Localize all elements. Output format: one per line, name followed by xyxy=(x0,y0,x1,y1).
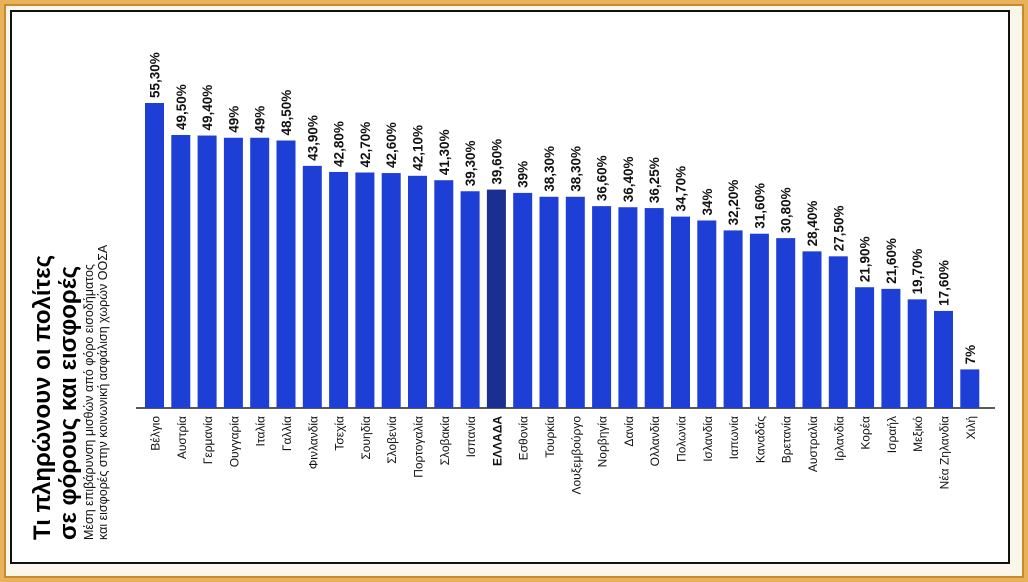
bar-25 xyxy=(802,251,822,408)
bar-19 xyxy=(644,208,664,408)
category-label-18: Δανία xyxy=(622,416,636,447)
value-label-12: 39,30% xyxy=(463,140,478,186)
bar-28 xyxy=(881,288,901,408)
category-label-16: Λουξεμβούργο xyxy=(569,416,583,495)
category-label-6: Φινλανδία xyxy=(306,416,320,469)
category-label-9: Σλοβενία xyxy=(385,416,399,464)
category-label-15: Τουρκία xyxy=(543,416,557,458)
category-label-1: Αυστρία xyxy=(175,416,189,459)
category-label-20: Πολωνία xyxy=(675,416,689,462)
value-label-5: 48,50% xyxy=(279,90,294,136)
category-label-29: Μεξικό xyxy=(911,416,925,452)
value-label-15: 38,30% xyxy=(542,146,557,192)
bar-17 xyxy=(592,206,612,408)
category-label-10: Πορτογαλία xyxy=(412,416,426,478)
value-label-3: 49% xyxy=(226,106,241,133)
value-label-28: 21,60% xyxy=(884,238,899,284)
value-label-2: 49,40% xyxy=(200,85,215,131)
bar-5 xyxy=(276,140,296,408)
bar-4 xyxy=(250,137,270,409)
bar-16 xyxy=(565,196,585,408)
bar-31 xyxy=(960,369,980,408)
bar-27 xyxy=(855,287,875,408)
value-label-20: 34,70% xyxy=(674,166,689,212)
bar-13 xyxy=(486,189,506,408)
category-label-21: Ισλανδία xyxy=(701,416,715,462)
category-label-28: Ισραήλ xyxy=(885,416,899,453)
value-label-13: 39,60% xyxy=(489,139,504,185)
value-label-14: 39% xyxy=(516,161,531,188)
category-label-12: Ισπανία xyxy=(464,416,478,457)
value-label-30: 17,60% xyxy=(937,260,952,306)
category-label-7: Τσεχία xyxy=(333,416,347,451)
category-label-27: Κορέα xyxy=(859,416,873,450)
value-label-17: 36,60% xyxy=(595,155,610,201)
category-label-0: Βέλγιο xyxy=(149,416,163,451)
value-label-27: 21,90% xyxy=(858,236,873,282)
value-label-11: 41,30% xyxy=(437,129,452,175)
bar-20 xyxy=(671,216,690,408)
category-label-23: Καναδάς xyxy=(753,416,767,463)
value-label-9: 42,60% xyxy=(384,122,399,168)
bar-15 xyxy=(539,196,559,408)
value-label-6: 43,90% xyxy=(305,115,320,161)
category-label-4: Ιταλία xyxy=(254,416,268,447)
value-label-0: 55,30% xyxy=(148,52,163,98)
bar-30 xyxy=(934,310,953,408)
category-label-11: Σλοβακία xyxy=(438,416,452,465)
value-label-19: 36,25% xyxy=(647,157,662,203)
bar-6 xyxy=(302,165,322,408)
category-label-31: Χιλή xyxy=(964,416,978,439)
category-label-2: Γερμανία xyxy=(201,416,215,464)
value-label-16: 38,30% xyxy=(568,146,583,192)
bar-22 xyxy=(723,230,743,408)
value-label-25: 28,40% xyxy=(805,201,820,247)
category-label-30: Νέα Ζηλανδία xyxy=(938,416,952,489)
bar-0 xyxy=(145,103,164,408)
value-label-10: 42,10% xyxy=(411,125,426,171)
value-label-8: 42,70% xyxy=(358,122,373,168)
category-label-25: Αυστραλία xyxy=(806,416,820,472)
category-label-5: Γαλλία xyxy=(280,416,294,451)
bar-2 xyxy=(197,135,217,408)
bar-7 xyxy=(329,171,349,408)
bar-3 xyxy=(223,137,243,409)
bar-26 xyxy=(828,256,848,408)
value-label-22: 32,20% xyxy=(726,180,741,226)
bar-9 xyxy=(381,173,401,408)
value-label-29: 19,70% xyxy=(910,249,925,295)
bar-11 xyxy=(434,180,454,408)
value-label-26: 27,50% xyxy=(831,206,846,252)
category-label-26: Ιρλανδία xyxy=(832,416,846,461)
category-label-24: Βρετανία xyxy=(780,416,794,463)
value-label-1: 49,50% xyxy=(174,84,189,130)
bar-23 xyxy=(749,233,769,408)
bar-21 xyxy=(697,220,717,408)
category-label-14: Εσθονία xyxy=(517,416,531,460)
value-label-7: 42,80% xyxy=(332,121,347,167)
value-label-24: 30,80% xyxy=(779,187,794,233)
category-label-17: Νορβηγία xyxy=(596,416,610,467)
category-label-19: Ολλανδία xyxy=(648,416,662,466)
bar-8 xyxy=(355,172,375,408)
value-label-18: 36,40% xyxy=(621,156,636,202)
category-label-3: Ουγγαρία xyxy=(227,416,241,467)
bar-24 xyxy=(776,238,796,408)
value-label-23: 31,60% xyxy=(752,183,767,229)
category-label-13: ΕΛΛΑΔΑ xyxy=(490,416,504,466)
value-label-31: 7% xyxy=(963,345,978,365)
bar-1 xyxy=(171,134,191,409)
bar-10 xyxy=(408,175,427,408)
category-label-8: Σουηδία xyxy=(359,416,373,460)
bar-18 xyxy=(618,207,638,408)
bar-29 xyxy=(907,299,927,408)
bar-14 xyxy=(513,192,533,408)
bar-12 xyxy=(460,191,480,408)
value-label-4: 49% xyxy=(253,106,268,133)
category-label-22: Ιαπωνία xyxy=(727,416,741,459)
value-label-21: 34% xyxy=(700,188,715,215)
